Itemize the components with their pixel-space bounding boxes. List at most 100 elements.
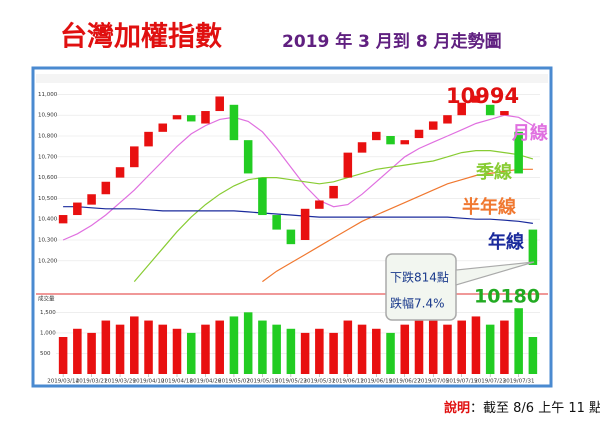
x-tick-label: 2019/05/31 [304, 379, 336, 385]
x-tick-label: 2019/07/15 [446, 379, 478, 385]
subtitle: 2019 年 3 月到 8 月走勢圖 [282, 31, 502, 52]
x-tick-label: 2019/07/05 [417, 379, 449, 385]
x-tick-label: 2019/03/29 [104, 379, 136, 385]
annotation: 下跌814點 [390, 270, 449, 285]
candle-body [485, 104, 495, 116]
candle-body [457, 102, 466, 116]
ma-line [63, 206, 533, 224]
x-tick-label: 2019/05/07 [218, 379, 250, 385]
candle-body [201, 111, 210, 124]
ma-line [262, 168, 533, 283]
candle-body [73, 202, 82, 216]
x-tick-label: 2019/04/26 [190, 379, 222, 385]
volume-bar [471, 316, 481, 374]
x-tick-label: 2019/03/21 [76, 379, 108, 385]
volume-bar [201, 324, 210, 374]
candle-body [372, 131, 381, 141]
candle-body [315, 200, 324, 209]
candle-body [414, 129, 424, 139]
candle-body [386, 136, 395, 145]
footnote-label: 說明 [444, 400, 470, 416]
volume-bar [243, 312, 253, 374]
y-tick-label: 10,900 [38, 113, 58, 119]
x-tick-label: 2019/06/11 [332, 379, 364, 385]
volume-bar [186, 332, 196, 374]
volume-bar [414, 320, 424, 374]
y-tick-label: 10,600 [38, 175, 58, 181]
candle-body [186, 115, 196, 122]
volume-bar [372, 328, 381, 374]
candle-body [528, 229, 538, 265]
candle-body [229, 104, 239, 141]
volume-bar [500, 320, 509, 374]
line-label: 月線 [511, 122, 548, 144]
x-tick-label: 2019/07/23 [474, 379, 506, 385]
volume-bar [87, 332, 96, 374]
footnote: 說明：截至 8/6 上午 11 點 [444, 400, 600, 416]
volume-bar [343, 320, 353, 374]
volume-bar [457, 320, 466, 374]
candle-body [215, 96, 224, 112]
volume-bar [485, 324, 495, 374]
line-label: 年線 [488, 231, 524, 253]
y-tick-label: 10,800 [38, 134, 58, 140]
x-tick-label: 2019/04/18 [161, 379, 193, 385]
volume-bar [172, 328, 182, 374]
volume-bar [258, 320, 267, 374]
vol-tick-label: 1,500 [40, 310, 56, 316]
x-tick-label: 2019/03/14 [47, 379, 79, 385]
candle-body [400, 140, 410, 145]
candle-body [471, 95, 481, 103]
volume-bar [272, 324, 281, 374]
footnote-text: ：截至 8/6 上午 11 點 [470, 401, 600, 416]
y-tick-label: 10,400 [38, 217, 58, 223]
vol-tick-label: 1,000 [40, 330, 56, 336]
candle-body [87, 194, 96, 205]
volume-bar [215, 320, 224, 374]
x-tick-label: 2019/06/27 [389, 379, 421, 385]
x-tick-label: 2019/05/15 [247, 379, 279, 385]
callout-cover [387, 266, 455, 288]
candle-body [272, 215, 281, 230]
candle-body [300, 208, 310, 240]
candle-body [115, 167, 125, 178]
ma-line [62, 114, 534, 241]
title: 台灣加權指數 [60, 21, 222, 53]
callout-pointer [455, 261, 535, 286]
info-bar [36, 74, 548, 83]
candle-body [443, 115, 452, 124]
volume-bar [144, 320, 153, 374]
volume-bar [443, 324, 452, 374]
candle-body [428, 121, 438, 130]
y-tick-label: 10,200 [38, 258, 58, 264]
volume-bar [115, 324, 125, 374]
x-tick-label: 2019/06/19 [360, 379, 392, 385]
volume-bar [528, 337, 538, 374]
line-label: 季線 [476, 161, 512, 183]
candle-body [514, 131, 523, 174]
candle-body [58, 215, 68, 224]
volume-bar [300, 332, 310, 374]
annotation: 跌幅7.4% [390, 296, 445, 311]
candle-body [500, 111, 509, 116]
annotation: 10994 [446, 84, 519, 108]
candle-body [258, 177, 267, 216]
candle-body [130, 146, 139, 168]
candle-body [243, 140, 253, 174]
volume-bar [229, 316, 239, 374]
candle-body [286, 229, 296, 245]
line-label: 半年線 [462, 196, 516, 218]
y-tick-label: 10,700 [38, 154, 58, 160]
volume-bar [329, 332, 338, 374]
volume-bar [286, 328, 296, 374]
volume-bar [158, 324, 168, 374]
volume-bar [400, 324, 410, 374]
candle-body [158, 123, 168, 132]
candle-body [343, 152, 353, 178]
volume-bar [315, 328, 324, 374]
volume-bar [130, 316, 139, 374]
ma-line [133, 150, 534, 282]
vol-tick-label: 500 [40, 351, 51, 357]
y-tick-label: 10,300 [38, 238, 58, 244]
